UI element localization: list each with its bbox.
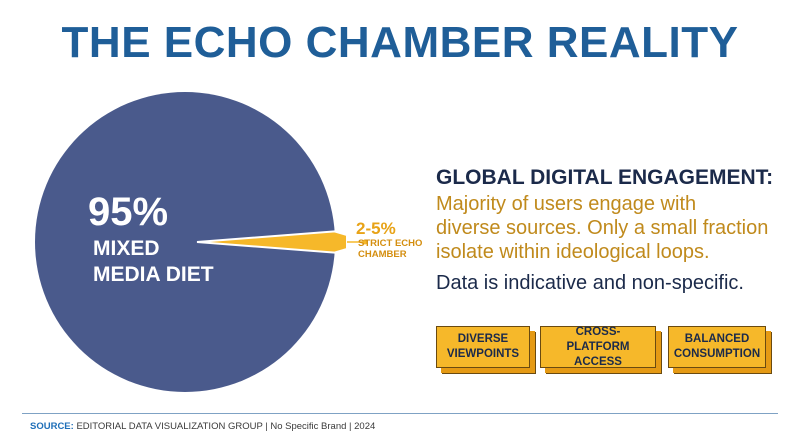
engagement-line1: Majority of users engage with bbox=[436, 193, 697, 215]
engagement-heading: GLOBAL DIGITAL ENGAGEMENT: bbox=[436, 166, 774, 189]
data-disclaimer: Data is indicative and non-specific. bbox=[436, 272, 744, 294]
slice-leader-dot bbox=[362, 239, 368, 245]
badge-line2: ACCESS bbox=[574, 355, 622, 368]
badge-line2: VIEWPOINTS bbox=[446, 348, 520, 360]
pie-main-label-line2: MEDIA DIET bbox=[93, 263, 214, 286]
source-footer: SOURCE: EDITORIAL DATA VISUALIZATION GRO… bbox=[30, 421, 375, 432]
badge-line2: CONSUMPTION bbox=[673, 348, 761, 360]
pie-main-label: MIXED MEDIA DIET bbox=[93, 236, 214, 288]
badge-cross-platform-access: CROSS-PLATFORM ACCESS bbox=[540, 326, 656, 368]
footer-divider bbox=[22, 413, 778, 414]
engagement-description: Majority of users engage with diverse so… bbox=[436, 192, 796, 264]
engagement-line3: isolate within ideological loops. bbox=[436, 241, 710, 263]
badge-line1: DIVERSE bbox=[457, 333, 509, 345]
badge-line1: BALANCED bbox=[684, 333, 750, 345]
badge-diverse-viewpoints: DIVERSE VIEWPOINTS bbox=[436, 326, 530, 368]
slice-value-label: 2-5% bbox=[356, 219, 396, 238]
source-text: EDITORIAL DATA VISUALIZATION GROUP | No … bbox=[73, 421, 376, 432]
slice-label-line2: CHAMBER bbox=[358, 249, 407, 260]
pie-slice-mixed-media-diet bbox=[35, 92, 335, 392]
page-title: THE ECHO CHAMBER REALITY bbox=[61, 18, 739, 67]
pie-main-value: 95% bbox=[88, 190, 169, 234]
badge-balanced-consumption: BALANCED CONSUMPTION bbox=[668, 326, 766, 368]
pie-main-label-line1: MIXED bbox=[93, 237, 160, 260]
slice-label-line1: STRICT ECHO bbox=[358, 238, 423, 249]
engagement-line2: diverse sources. Only a small fraction bbox=[436, 217, 769, 239]
source-label: SOURCE: bbox=[30, 421, 74, 432]
badge-line1: CROSS-PLATFORM bbox=[566, 325, 630, 353]
slice-category-label: STRICT ECHO CHAMBER bbox=[358, 238, 422, 260]
